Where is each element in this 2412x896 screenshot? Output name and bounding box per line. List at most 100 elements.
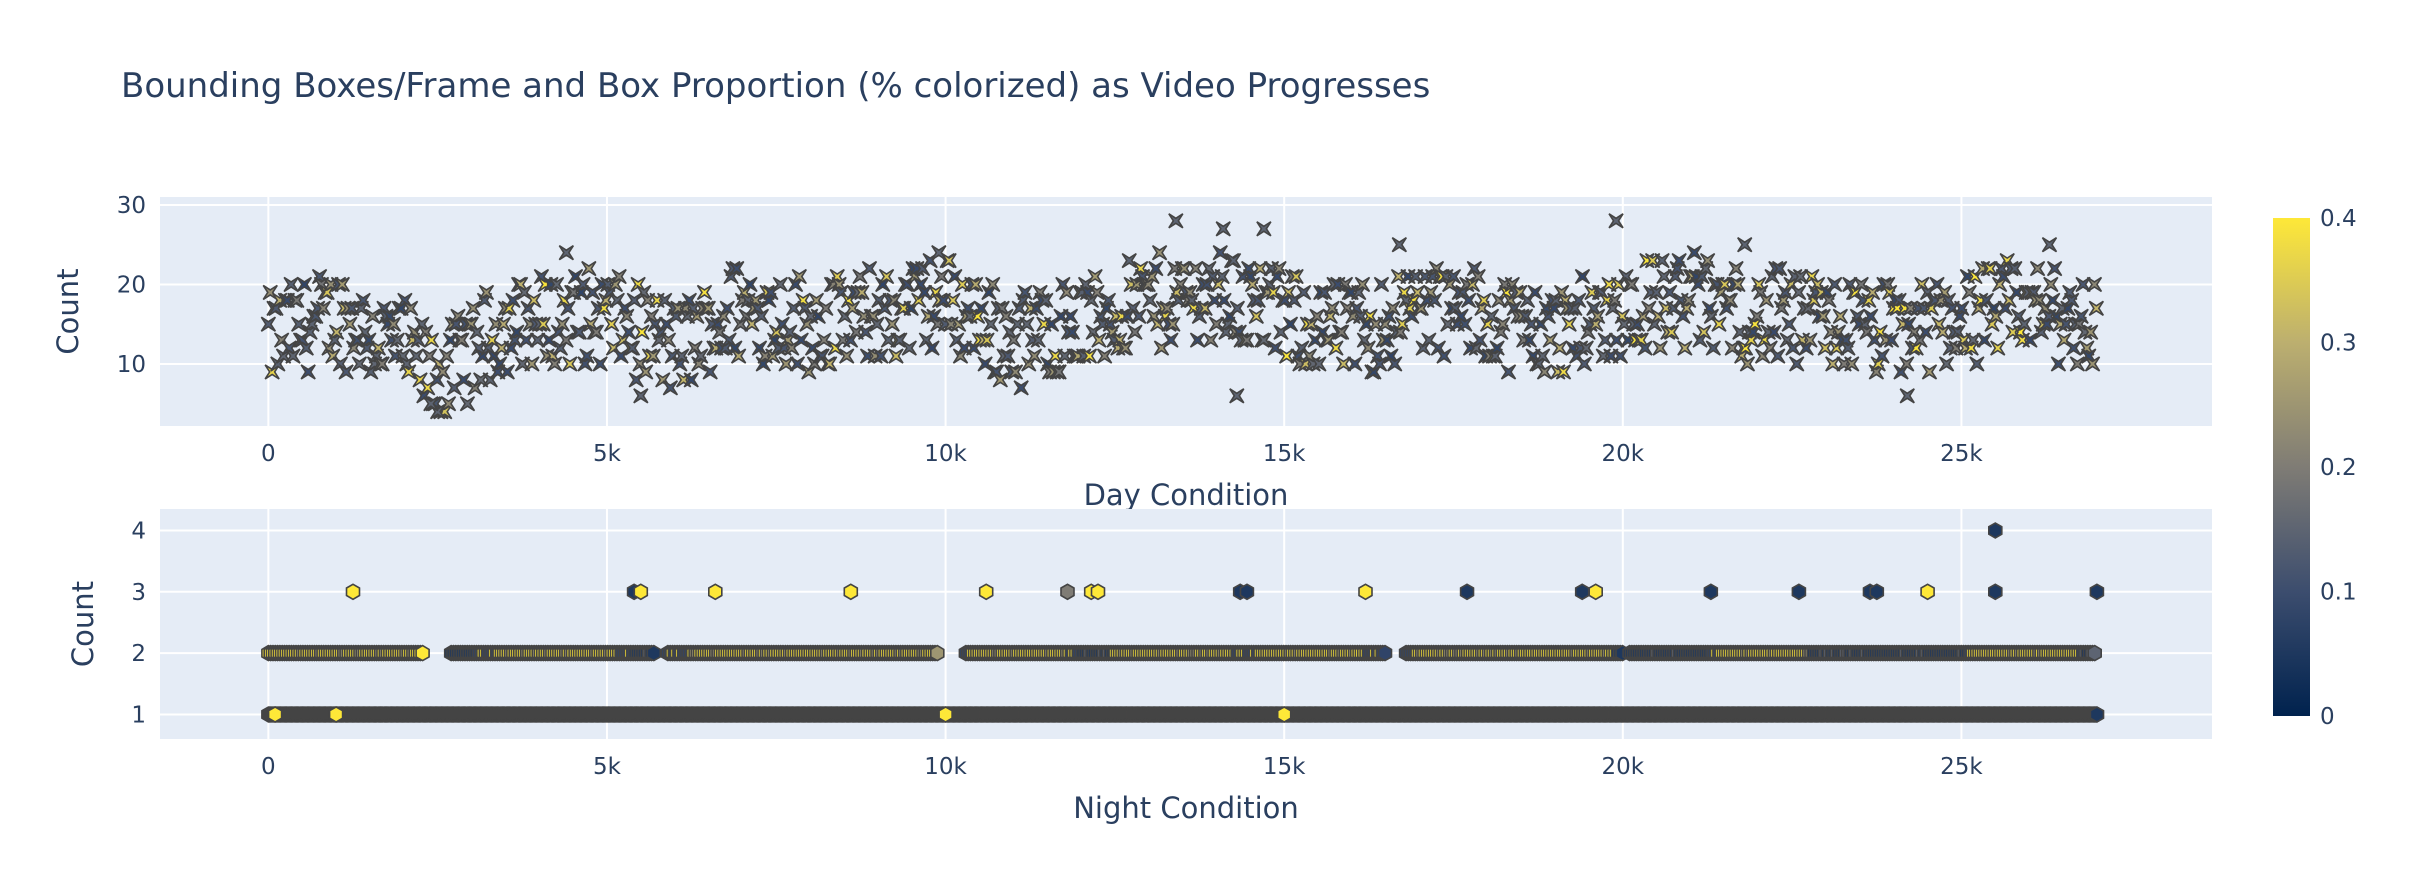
day-marker [2069, 356, 2086, 372]
night-marker [415, 644, 430, 662]
day-marker [624, 340, 641, 356]
x-tick-label: 10k [924, 441, 967, 467]
day-marker [1000, 348, 1016, 364]
night-marker [978, 583, 994, 601]
day-marker [1256, 332, 1272, 348]
day-marker [857, 324, 874, 340]
day-marker [260, 316, 277, 332]
night-marker [1377, 644, 1393, 662]
day-marker [370, 340, 387, 356]
x-tick-label: 5k [593, 754, 622, 780]
day-marker [1371, 356, 1388, 372]
day-marker [2007, 260, 2023, 277]
day-marker [1472, 332, 1488, 348]
day-marker [1739, 356, 1756, 372]
day-marker [1589, 308, 1606, 324]
day-marker [1009, 316, 1026, 332]
day-marker [1883, 332, 1900, 348]
colorbar-tick-label: 0.3 [2320, 331, 2357, 357]
night-marker [633, 583, 649, 601]
day-marker [1523, 316, 1539, 332]
day-marker [1555, 364, 1572, 380]
day-marker [1608, 332, 1625, 348]
day-marker [581, 260, 597, 277]
day-marker [1288, 268, 1304, 285]
night-marker [2087, 644, 2102, 662]
day-marker [1206, 292, 1223, 309]
x-tick-label: 20k [1602, 754, 1645, 780]
day-marker [816, 332, 832, 348]
x-tick-label: 15k [1263, 441, 1306, 467]
day-marker [535, 316, 551, 332]
colorbar-bar [2273, 218, 2310, 716]
day-marker [1969, 356, 1985, 372]
day-marker [1391, 237, 1408, 253]
day-marker [1662, 284, 1678, 301]
day-marker [1239, 332, 1255, 348]
day-marker [772, 276, 789, 293]
day-marker [2064, 292, 2080, 309]
y-axis-title-1: Count [51, 268, 85, 354]
night-marker [267, 706, 283, 723]
day-marker [1789, 356, 1805, 372]
day-marker [1680, 292, 1697, 309]
day-marker [315, 300, 332, 316]
day-marker [334, 276, 350, 293]
day-marker [1267, 340, 1283, 356]
day-marker [1790, 284, 1807, 301]
night-marker [345, 583, 361, 601]
day-marker [355, 292, 371, 309]
day-marker [1982, 260, 1998, 277]
night-marker [1988, 583, 2003, 601]
day-marker [579, 348, 595, 364]
day-marker [465, 300, 481, 316]
day-marker [1663, 324, 1680, 340]
day-marker [696, 284, 713, 301]
day-marker [633, 388, 649, 404]
day-marker [296, 276, 313, 293]
day-marker [1483, 308, 1500, 324]
day-marker [1387, 356, 1403, 372]
day-marker [753, 308, 770, 324]
day-marker [1328, 340, 1344, 356]
day-marker [2041, 237, 2058, 253]
night-marker [1920, 583, 1935, 601]
day-marker [1821, 292, 1837, 309]
day-marker [1766, 324, 1782, 340]
day-marker [1521, 332, 1538, 348]
day-marker [916, 284, 933, 301]
day-marker [945, 292, 961, 309]
day-marker [2088, 300, 2105, 316]
night-marker [1358, 583, 1373, 601]
day-marker [878, 268, 895, 285]
day-marker [562, 356, 578, 372]
colorbar: 0 0.1 0.2 0.3 0.4 [2273, 206, 2357, 730]
day-marker [2043, 276, 2059, 293]
x-axis-title-1: Day Condition [1084, 478, 1289, 512]
day-marker [1215, 221, 1231, 237]
day-marker [442, 332, 459, 348]
markers-group-1 [260, 213, 2105, 420]
day-marker [1271, 260, 1287, 277]
colorbar-tick-label: 0.1 [2320, 580, 2357, 606]
day-marker [1826, 276, 1843, 293]
day-marker [778, 356, 794, 372]
day-marker [1853, 276, 1869, 293]
day-marker [821, 356, 838, 372]
day-marker [1597, 332, 1613, 348]
day-marker [1216, 292, 1232, 309]
night-marker [929, 644, 945, 662]
day-marker [2075, 276, 2091, 293]
day-marker [1347, 356, 1363, 372]
day-marker [1244, 276, 1261, 293]
day-marker [1730, 276, 1746, 293]
day-marker [844, 300, 861, 316]
y-tick-label: 1 [131, 702, 146, 728]
day-marker [1728, 260, 1744, 277]
day-marker [1527, 284, 1543, 301]
day-marker [1212, 244, 1228, 261]
day-marker [1460, 292, 1477, 309]
day-marker [1817, 340, 1833, 356]
day-marker [344, 300, 360, 316]
day-marker [560, 300, 576, 316]
